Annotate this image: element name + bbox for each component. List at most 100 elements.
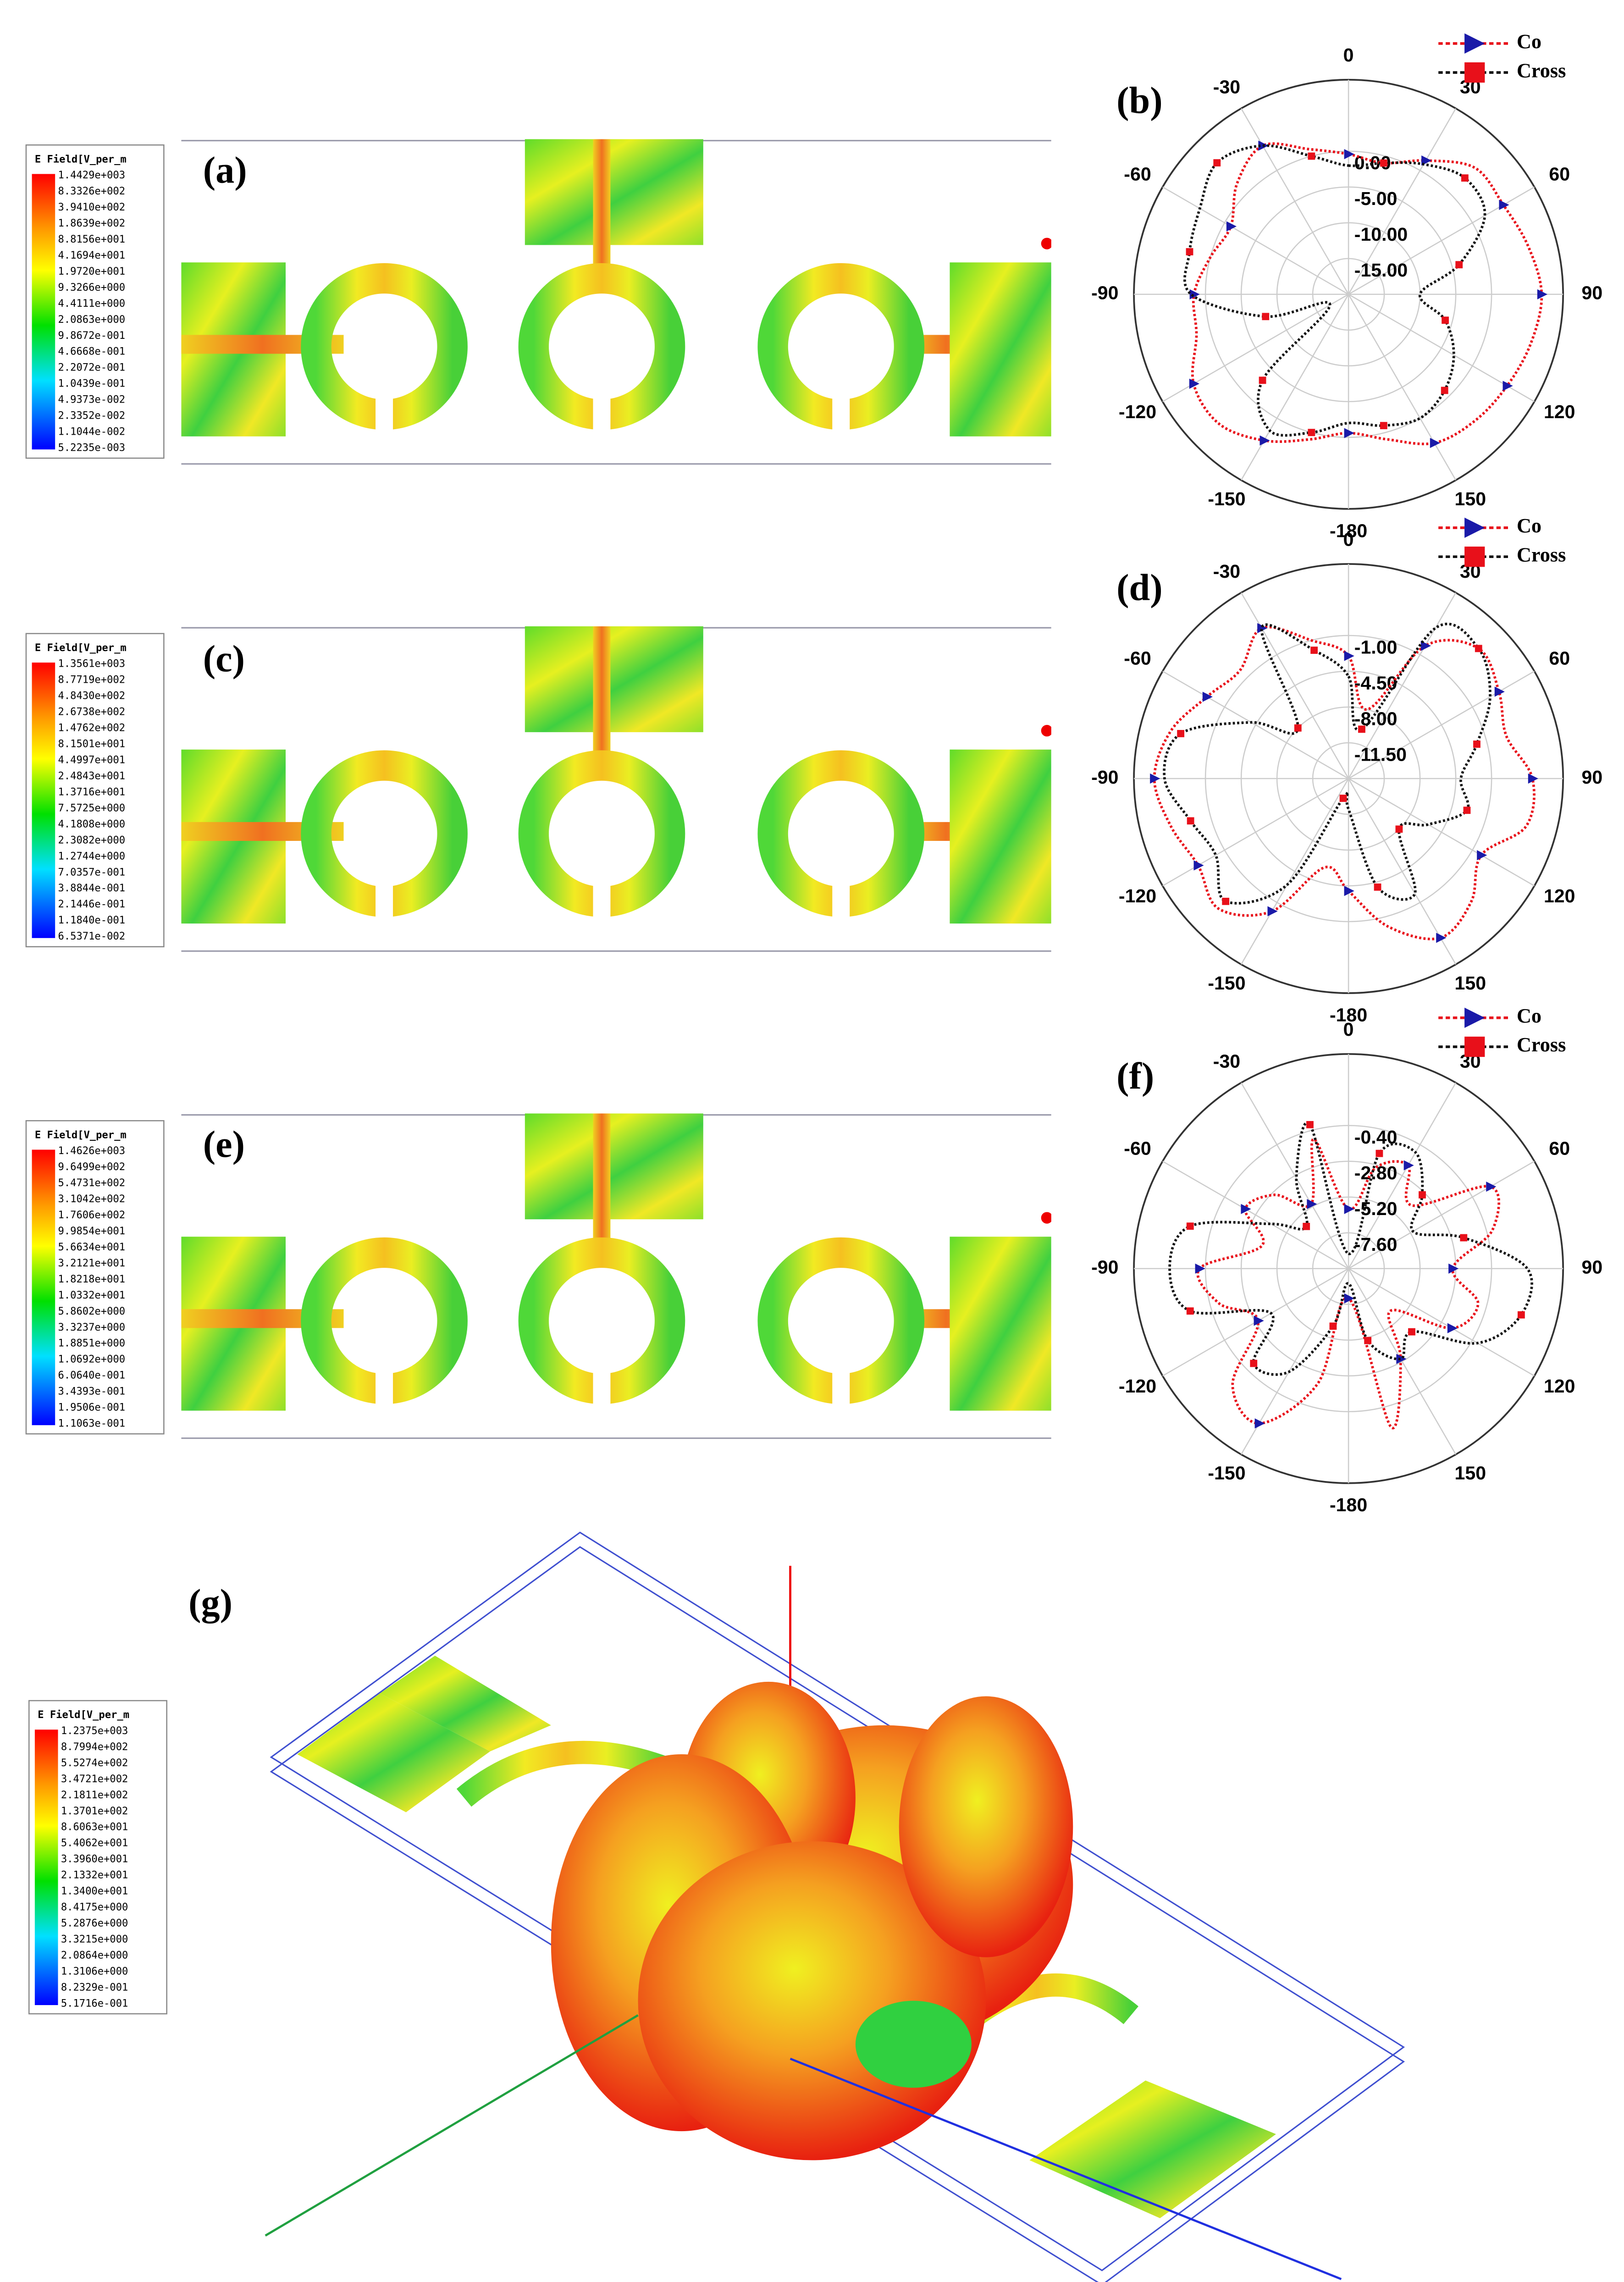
colorbar-label: 1.3561e+003 (58, 658, 126, 670)
grid-spoke (1348, 778, 1535, 887)
marker-triangle (1486, 1181, 1497, 1192)
marker-square (1250, 1359, 1258, 1367)
marker-triangle (1396, 1354, 1407, 1364)
colorbar-label: 9.9854e+001 (58, 1225, 126, 1237)
marker-triangle (1344, 651, 1354, 661)
marker-triangle (1344, 1293, 1354, 1304)
marker-square (1517, 1311, 1525, 1319)
colorbar-label: 2.2072e-001 (58, 362, 126, 374)
angle-tick-label: -120 (1119, 401, 1156, 422)
colorbar-label: 3.3237e+000 (58, 1321, 126, 1333)
marker-triangle (1307, 1199, 1317, 1210)
colorbar-label: 2.4843e+001 (58, 770, 126, 782)
series-line (1163, 623, 1491, 905)
angle-tick-label: 60 (1549, 1138, 1570, 1159)
colorbar-label: 5.8602e+000 (58, 1305, 126, 1317)
marker-square (1441, 387, 1448, 394)
field-3d (265, 1531, 1405, 2282)
r-tick-label: -11.50 (1354, 744, 1407, 765)
legend-label: Co (1517, 1005, 1541, 1027)
colorbar-label: 9.6499e+002 (58, 1161, 126, 1173)
panel-label: (d) (1116, 567, 1162, 608)
colorbar-label: 1.8218e+001 (58, 1273, 126, 1285)
angle-tick-label: -180 (1330, 1004, 1367, 1025)
marker-square (1186, 248, 1193, 255)
grid-spoke (1348, 1268, 1457, 1455)
marker-square (1186, 1222, 1194, 1230)
angle-tick-label: 150 (1454, 972, 1486, 994)
colorbar-label: 3.2121e+001 (58, 1257, 126, 1269)
r-tick-label: -5.20 (1354, 1198, 1398, 1219)
grid-spoke (1162, 186, 1349, 295)
marker-square (1419, 1191, 1426, 1199)
colorbar-label: 2.0864e+000 (61, 1949, 128, 1961)
colorbar-label: 3.4393e-001 (58, 1386, 126, 1398)
angle-tick-label: 0 (1343, 529, 1354, 550)
marker-triangle (1259, 435, 1270, 446)
angle-tick-label: -30 (1213, 77, 1240, 98)
marker-square (1187, 817, 1194, 825)
angle-tick-label: -180 (1330, 520, 1367, 541)
colorbar-label: 1.1044e-002 (58, 426, 126, 438)
marker-triangle (1436, 933, 1447, 943)
colorbar-label: 2.1332e+001 (61, 1869, 128, 1881)
marker-square (1374, 883, 1381, 891)
legend-label: Cross (1517, 1033, 1566, 1056)
marker-square (1306, 1121, 1314, 1128)
colorbar-label: 3.9410e+002 (58, 201, 126, 213)
angle-tick-label: 90 (1582, 282, 1603, 304)
grid-spoke (1241, 294, 1349, 481)
colorbar-label: 2.1811e+002 (61, 1789, 128, 1801)
colorbar (32, 174, 55, 450)
legend-label: Cross (1517, 543, 1566, 566)
marker-square (1213, 159, 1221, 167)
angle-tick-label: 120 (1544, 401, 1575, 422)
colorbar-label: 4.4997e+001 (58, 754, 126, 766)
marker-square (1473, 740, 1480, 748)
r-tick-label: -7.60 (1354, 1234, 1398, 1255)
marker-triangle (1537, 289, 1548, 299)
r-tick-label: -1.00 (1354, 636, 1398, 658)
marker-triangle (1189, 289, 1200, 299)
colorbar-label: 1.2375e+003 (61, 1725, 128, 1737)
grid-spoke (1348, 1268, 1535, 1376)
colorbar-label: 8.7719e+002 (58, 674, 126, 686)
colorbar-label: 9.8672e-001 (58, 330, 126, 342)
legend-marker (1464, 547, 1485, 567)
colorbar-label: 1.8851e+000 (58, 1337, 126, 1349)
panel-label: (f) (1116, 1055, 1154, 1097)
legend-label: Cross (1517, 59, 1566, 82)
grid-spoke (1348, 294, 1457, 481)
colorbar-label: 1.0692e+000 (58, 1354, 126, 1365)
angle-tick-label: 90 (1582, 1257, 1603, 1278)
r-tick-label: -10.00 (1354, 224, 1408, 245)
marker-triangle (1344, 149, 1354, 160)
angle-tick-label: -30 (1213, 1051, 1240, 1072)
marker-square (1177, 730, 1185, 737)
r-tick-label: -2.80 (1354, 1162, 1398, 1183)
marker-square (1339, 795, 1347, 802)
marker-square (1455, 261, 1463, 269)
marker-triangle (1254, 1418, 1265, 1429)
colorbar-title: E Field[V_per_m (35, 642, 127, 654)
field-map-e (181, 1113, 1053, 1438)
marker-triangle (1477, 850, 1487, 861)
marker-square (1308, 152, 1315, 160)
colorbar-label: 3.3960e+001 (61, 1853, 128, 1865)
r-tick-label: -4.50 (1354, 672, 1398, 693)
marker-triangle (1195, 1263, 1205, 1274)
angle-tick-label: -90 (1091, 767, 1118, 788)
colorbar-label: 2.3352e-002 (58, 410, 126, 422)
legend-marker (1464, 517, 1485, 538)
colorbar (32, 663, 55, 938)
marker-square (1308, 429, 1315, 437)
colorbar (34, 1729, 58, 2006)
marker-triangle (1241, 1204, 1251, 1214)
colorbar (32, 1149, 55, 1426)
colorbar-label: 4.1694e+001 (58, 249, 126, 261)
colorbar-label: 8.3326e+002 (58, 185, 126, 197)
colorbar-title: E Field[V_per_m (35, 1129, 127, 1141)
marker-square (1375, 1149, 1383, 1157)
marker-square (1408, 1328, 1415, 1336)
marker-triangle (1254, 1315, 1264, 1326)
